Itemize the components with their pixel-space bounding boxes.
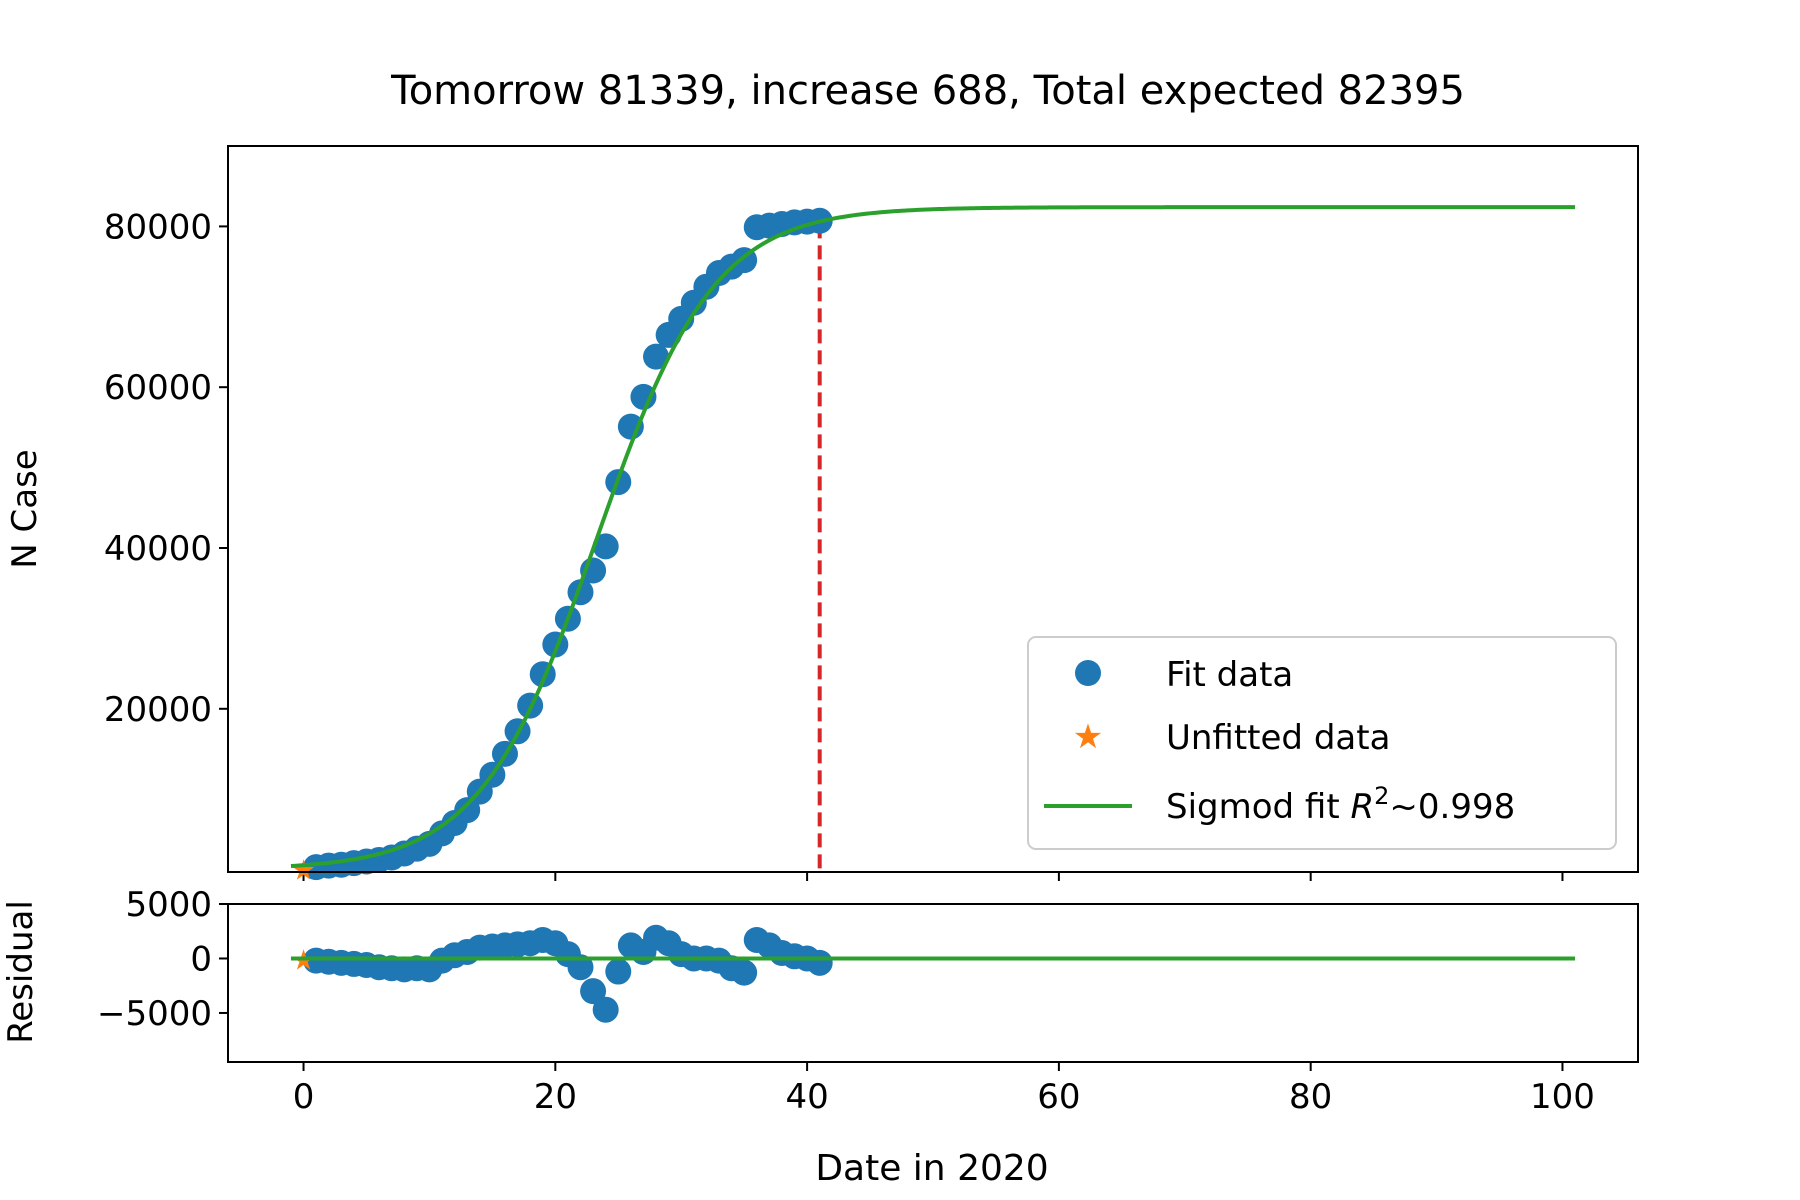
- main-ytick-label: 60000: [104, 368, 212, 408]
- sigmoid-fit-line: [290, 205, 1576, 869]
- main-x-ticks: [302, 872, 1564, 881]
- legend: Fit data ★ Unfitted data Sigmod fit R2~0…: [1027, 636, 1617, 850]
- main-ytick-label: 40000: [104, 529, 212, 569]
- legend-sigmoid-label: Sigmod fit R2~0.998: [1166, 782, 1515, 827]
- residual-xtick-label: 0: [293, 1077, 315, 1117]
- main-ytick-label: 80000: [104, 207, 212, 247]
- residual-xtick-label: 100: [1530, 1077, 1595, 1117]
- chart-title: Tomorrow 81339, increase 688, Total expe…: [390, 68, 1465, 114]
- legend-fit-marker: [1075, 660, 1101, 686]
- legend-fit-label: Fit data: [1166, 655, 1293, 695]
- fit-data-point: [643, 343, 670, 370]
- main-ylabel: N Case: [5, 449, 45, 568]
- residual-axes: −5000 0 5000 0 20 40 60 80 100 ★ Residual Date …: [1, 885, 1639, 1189]
- residual-xlabel: Date in 2020: [815, 1148, 1048, 1189]
- residual-xtick-label: 40: [785, 1077, 828, 1117]
- residual-ylabel: Residual: [1, 900, 41, 1044]
- residual-point: [731, 959, 758, 986]
- residual-ytick-label: 0: [190, 939, 212, 979]
- fit-data-point: [630, 383, 657, 410]
- main-y-ticks: 20000 40000 60000 80000: [104, 207, 228, 730]
- legend-box: [1027, 636, 1617, 850]
- legend-unfitted-label: Unfitted data: [1166, 718, 1390, 758]
- residual-plot-area: ★: [290, 924, 1576, 1023]
- legend-unfitted-marker: ★: [1073, 717, 1103, 757]
- residual-ytick-label: −5000: [97, 994, 212, 1034]
- residual-xtick-label: 80: [1289, 1077, 1332, 1117]
- legend-sigmoid-prefix: Sigmod fit: [1166, 787, 1350, 827]
- residual-y-ticks: −5000 0 5000: [97, 885, 228, 1034]
- residual-point: [806, 949, 833, 976]
- residual-x-ticks: 0 20 40 60 80 100: [293, 1062, 1595, 1117]
- main-axes: 20000 40000 60000 80000 ★ N Case: [5, 145, 1639, 887]
- residual-xtick-label: 60: [1037, 1077, 1080, 1117]
- legend-sigmoid-var: R: [1350, 787, 1374, 827]
- residual-point: [580, 978, 607, 1005]
- main-plot-area: ★: [290, 205, 1576, 887]
- fit-data-point: [592, 533, 619, 560]
- residual-ytick-label: 5000: [125, 885, 212, 925]
- legend-sigmoid-suffix: ~0.998: [1389, 787, 1515, 827]
- residual-axes-frame: [227, 903, 1639, 1063]
- main-axes-frame: [227, 145, 1639, 873]
- residual-point: [567, 954, 594, 981]
- main-ytick-label: 20000: [104, 690, 212, 730]
- legend-sigmoid-sup: 2: [1374, 782, 1389, 810]
- residual-xtick-label: 20: [534, 1077, 577, 1117]
- residual-point: [605, 958, 632, 985]
- residual-point: [592, 996, 619, 1023]
- fit-data-point: [454, 797, 481, 824]
- unfitted-data-point: ★: [291, 854, 316, 887]
